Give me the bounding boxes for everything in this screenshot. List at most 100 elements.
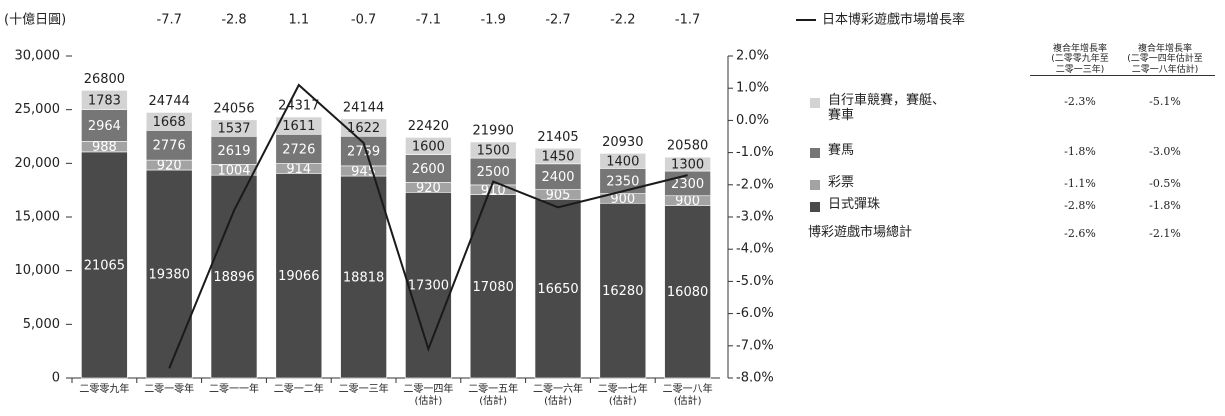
bar-segment xyxy=(469,157,517,186)
data-label: 900 xyxy=(675,194,700,209)
table-cell: -1.1% xyxy=(1064,177,1096,190)
legend-label: 自行車競賽，賽艇、 賽車 xyxy=(828,93,946,123)
data-label: 1500 xyxy=(477,144,510,159)
data-label: 914 xyxy=(286,162,311,177)
total-label: 24056 xyxy=(213,101,254,116)
bar-segment xyxy=(145,130,193,161)
bar-segment xyxy=(275,116,323,135)
legend-swatch xyxy=(810,202,820,212)
y-tick-label: 0 xyxy=(52,371,60,386)
legend-label: 彩票 xyxy=(828,175,855,190)
y2-tick-label: 1.0% xyxy=(736,81,769,96)
bar-segment xyxy=(534,147,582,165)
data-label: 2500 xyxy=(477,165,510,180)
table-cell: -2.6% xyxy=(1064,227,1096,240)
x-tick-label: 二零一五年 (估計) xyxy=(468,384,519,407)
growth-label: -7.7 xyxy=(157,13,182,28)
data-label: 2776 xyxy=(153,139,186,154)
total-label: 21990 xyxy=(473,123,514,138)
bar-segment xyxy=(469,194,517,379)
x-tick-label: 二零一三年 xyxy=(338,384,389,395)
table-cell: -2.3% xyxy=(1064,95,1096,108)
bar-segment xyxy=(210,119,258,137)
data-label: 17300 xyxy=(408,279,449,294)
total-label: 24744 xyxy=(149,94,190,109)
total-label: 24144 xyxy=(343,100,384,115)
data-label: 1611 xyxy=(282,119,315,134)
y-tick-label: 10,000 xyxy=(15,263,61,278)
x-tick-label: 二零一零年 xyxy=(144,384,195,395)
growth-label: 1.1 xyxy=(288,13,309,28)
bar-segment xyxy=(405,137,452,155)
bar-segment xyxy=(469,141,517,159)
growth-line xyxy=(168,83,688,369)
data-label: 18818 xyxy=(343,271,384,286)
data-label: 18896 xyxy=(213,270,254,285)
y-axis-label: (十億日圓) xyxy=(4,12,66,28)
data-label: 2350 xyxy=(606,174,639,189)
data-label: 2600 xyxy=(412,162,445,177)
data-label: 1600 xyxy=(412,139,445,154)
bar-segment xyxy=(145,112,193,131)
y-tick-label: 20,000 xyxy=(15,156,61,171)
data-label: 2759 xyxy=(347,145,380,160)
data-label: 1300 xyxy=(671,158,704,173)
x-tick-label: 二零一一年 xyxy=(209,384,259,395)
x-tick-label: 二零一六年 (估計) xyxy=(533,384,583,407)
data-label: 1537 xyxy=(217,122,250,137)
data-label: 1450 xyxy=(541,150,574,165)
bar-segment xyxy=(340,175,387,379)
total-label: 20930 xyxy=(602,135,643,150)
legend-label: 日式彈珠 xyxy=(828,197,881,212)
legend-label: 日本博彩遊戲市場增長率 xyxy=(822,12,965,28)
total-label: 21405 xyxy=(537,130,578,145)
table-cell: -1.8% xyxy=(1064,145,1096,158)
bar-segment xyxy=(340,135,387,167)
data-label: 19380 xyxy=(149,267,190,282)
table-cell: -3.0% xyxy=(1149,145,1181,158)
data-label: 905 xyxy=(546,188,571,203)
legend-swatch xyxy=(810,98,820,108)
growth-label: -2.7 xyxy=(545,13,570,28)
data-label: 910 xyxy=(481,183,506,198)
y2-tick-label: 2.0% xyxy=(736,49,769,64)
y2-tick-label: -6.0% xyxy=(736,306,774,321)
bar-segment xyxy=(664,156,711,172)
growth-label: -2.8 xyxy=(221,13,246,28)
data-label: 1622 xyxy=(347,121,380,136)
data-label: 2964 xyxy=(88,119,121,134)
growth-label: -7.1 xyxy=(416,13,441,28)
y-tick-label: 30,000 xyxy=(15,49,61,64)
total-label: 20580 xyxy=(667,139,708,154)
total-label: 24317 xyxy=(278,98,319,113)
table-cell: -1.8% xyxy=(1149,199,1181,212)
bar-segment xyxy=(534,163,582,190)
data-label: 2619 xyxy=(217,144,250,159)
y-tick-label: 25,000 xyxy=(15,102,61,117)
data-label: 19066 xyxy=(278,269,319,284)
y2-tick-label: -7.0% xyxy=(736,338,774,353)
legend-swatch xyxy=(810,148,820,158)
data-label: 17080 xyxy=(473,280,514,295)
total-label: 22420 xyxy=(408,119,449,134)
data-label: 1783 xyxy=(88,93,121,108)
bar-segment xyxy=(599,202,647,379)
table-header: 複合年增長率 (二零一四年估計至 二零一八年估計) xyxy=(1115,44,1215,77)
growth-label: -2.2 xyxy=(610,13,635,28)
x-tick-label: 二零零九年 xyxy=(79,384,130,395)
y2-tick-label: -8.0% xyxy=(736,371,774,386)
x-tick-label: 二零一七年 (估計) xyxy=(597,384,648,407)
bar-segment xyxy=(534,198,582,379)
table-cell: -0.5% xyxy=(1149,177,1181,190)
bar-segment xyxy=(145,169,193,379)
growth-label: -1.9 xyxy=(481,13,506,28)
x-tick-label: 二零一八年 (估計) xyxy=(662,384,713,407)
data-label: 920 xyxy=(416,181,441,196)
y2-tick-label: -2.0% xyxy=(736,177,774,192)
bar-segment xyxy=(81,90,128,110)
x-tick-label: 二零一四年 (估計) xyxy=(403,384,454,407)
data-label: 1004 xyxy=(217,163,250,178)
total-label: 博彩遊戲市場總計 xyxy=(808,225,913,240)
